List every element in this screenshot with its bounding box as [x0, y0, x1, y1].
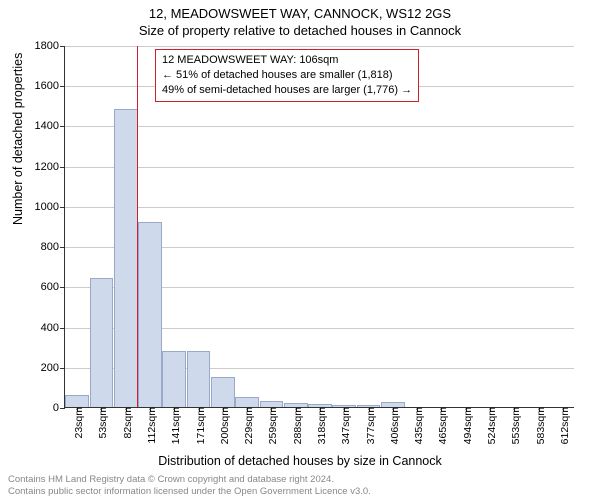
ytick-label: 1400 [35, 120, 65, 132]
footer-line-1: Contains HM Land Registry data © Crown c… [8, 474, 592, 486]
gridline [65, 46, 574, 47]
footer-attribution: Contains HM Land Registry data © Crown c… [8, 474, 592, 498]
annotation-box: 12 MEADOWSWEET WAY: 106sqm← 51% of detac… [155, 49, 419, 102]
xtick-label: 82sqm [118, 407, 134, 439]
ytick-label: 1600 [35, 80, 65, 92]
xtick-label: 612sqm [555, 407, 571, 444]
xtick-label: 583sqm [531, 407, 547, 444]
annotation-line: 12 MEADOWSWEET WAY: 106sqm [162, 53, 412, 68]
ytick-label: 200 [41, 362, 65, 374]
ytick-label: 0 [53, 402, 65, 414]
histogram-bar [114, 109, 138, 407]
xtick-label: 171sqm [191, 407, 207, 444]
ytick-label: 1800 [35, 40, 65, 52]
xtick-label: 494sqm [458, 407, 474, 444]
gridline [65, 207, 574, 208]
ytick-label: 800 [41, 241, 65, 253]
y-axis-label: Number of detached properties [11, 53, 25, 225]
xtick-label: 141sqm [166, 407, 182, 444]
xtick-label: 288sqm [288, 407, 304, 444]
page-title: 12, MEADOWSWEET WAY, CANNOCK, WS12 2GS [0, 0, 600, 21]
ytick-label: 600 [41, 281, 65, 293]
gridline [65, 126, 574, 127]
xtick-label: 553sqm [506, 407, 522, 444]
xtick-label: 23sqm [69, 407, 85, 439]
xtick-label: 259sqm [263, 407, 279, 444]
xtick-label: 53sqm [93, 407, 109, 439]
xtick-label: 377sqm [361, 407, 377, 444]
histogram-bar [138, 222, 162, 407]
plot-area: 02004006008001000120014001600180023sqm53… [64, 46, 574, 408]
xtick-label: 318sqm [312, 407, 328, 444]
histogram-bar [187, 351, 211, 407]
histogram-bar [235, 397, 259, 407]
annotation-line: 49% of semi-detached houses are larger (… [162, 83, 412, 98]
xtick-label: 524sqm [482, 407, 498, 444]
xtick-label: 347sqm [336, 407, 352, 444]
xtick-label: 435sqm [409, 407, 425, 444]
property-marker-line [137, 46, 139, 407]
ytick-label: 400 [41, 322, 65, 334]
gridline [65, 167, 574, 168]
x-axis-label: Distribution of detached houses by size … [158, 454, 442, 468]
histogram-bar [65, 395, 89, 407]
ytick-label: 1200 [35, 161, 65, 173]
footer-line-2: Contains public sector information licen… [8, 486, 592, 498]
ytick-label: 1000 [35, 201, 65, 213]
xtick-label: 200sqm [215, 407, 231, 444]
chart-container: 12, MEADOWSWEET WAY, CANNOCK, WS12 2GS S… [0, 0, 600, 500]
xtick-label: 112sqm [142, 407, 158, 444]
xtick-label: 406sqm [385, 407, 401, 444]
histogram-bar [162, 351, 186, 407]
page-subtitle: Size of property relative to detached ho… [0, 21, 600, 38]
xtick-label: 465sqm [433, 407, 449, 444]
histogram-bar [211, 377, 235, 407]
histogram-bar [90, 278, 114, 407]
xtick-label: 229sqm [239, 407, 255, 444]
annotation-line: ← 51% of detached houses are smaller (1,… [162, 68, 412, 83]
